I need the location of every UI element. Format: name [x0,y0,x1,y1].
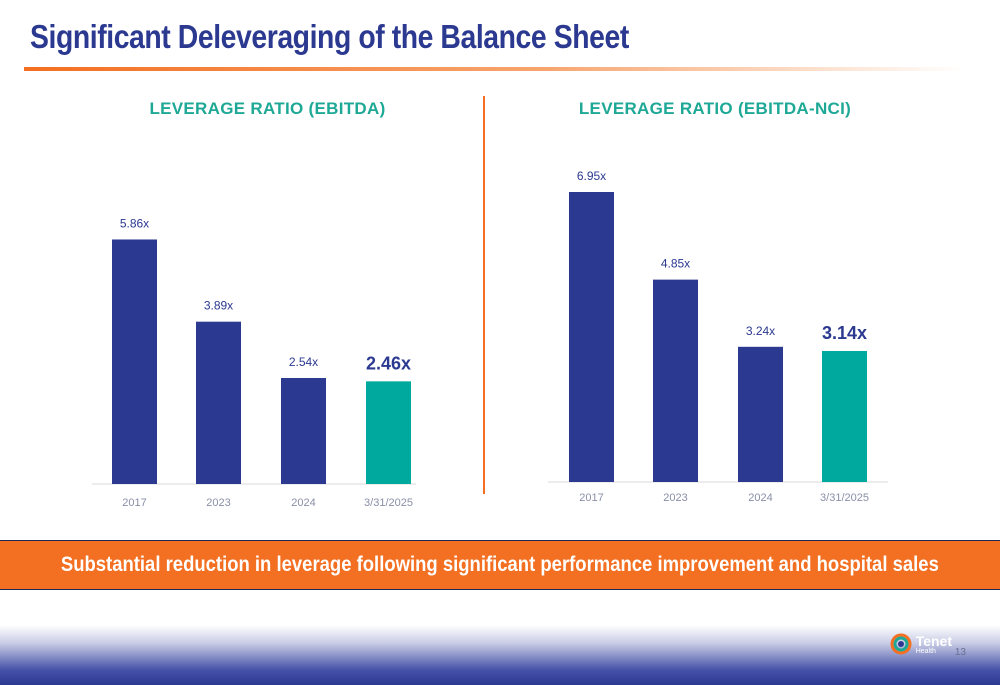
bar-2017 [569,192,614,482]
data-label: 3.14x [822,323,867,343]
tick-label: 2017 [579,492,603,504]
tick-label: 2024 [748,492,772,504]
summary-banner: Substantial reduction in leverage follow… [0,540,1000,590]
tick-label: 2023 [206,497,230,509]
logo-sub: Health [915,647,936,655]
data-label: 5.86x [120,216,149,230]
bar-2017 [112,239,157,484]
data-label: 3.24x [746,324,775,338]
tenet-logo: Tenet Health [889,632,952,656]
bar-3/31/2025 [366,381,411,484]
bar-3/31/2025 [822,350,867,482]
title-underline [24,67,964,71]
chart-title-ebitda-nci: LEVERAGE RATIO (EBITDA-NCI) [578,99,852,118]
logo-name: Tenet [915,632,952,649]
chart-divider [483,96,485,494]
data-label: 2.46x [366,353,411,373]
footer-band [0,625,1000,685]
summary-banner-text: Substantial reduction in leverage follow… [61,553,939,576]
data-label: 4.85x [661,257,690,271]
bar-charts: 5.86x 2017 3.89x 2023 2.54x 2024 2.46x 3/31/202… [92,169,888,509]
data-label: 3.89x [204,299,233,313]
page-number: 13 [954,647,966,658]
bar-2023 [653,279,698,482]
tick-label: 3/31/2025 [820,492,869,504]
data-label: 6.95x [577,169,606,183]
bar-2023 [196,321,241,484]
data-label: 2.54x [289,355,318,369]
bar-2024 [738,346,783,482]
chart-title-ebitda: LEVERAGE RATIO (EBITDA) [149,99,386,118]
tenet-logo-icon [890,633,912,655]
tick-label: 2024 [291,497,315,509]
tick-label: 3/31/2025 [364,497,413,509]
page-title: Significant Deleveraging of the Balance … [30,18,629,55]
bar-2024 [281,378,326,484]
tick-label: 2023 [663,492,687,504]
tick-label: 2017 [122,497,146,509]
